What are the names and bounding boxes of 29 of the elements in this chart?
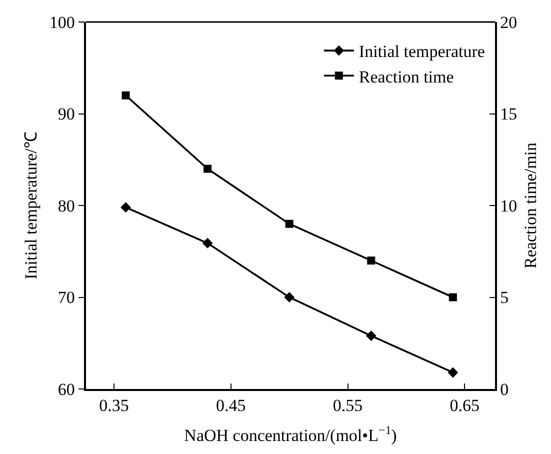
y2-tick-label: 15 [500, 104, 518, 124]
point [122, 91, 130, 100]
y2-tick-label: 5 [500, 288, 509, 308]
point [202, 238, 213, 248]
x-tick-label: 0.65 [450, 396, 480, 416]
y-tick-label: 80 [58, 196, 75, 216]
y-tick-label: 100 [49, 12, 75, 32]
y-tick-label: 60 [58, 380, 75, 399]
y2-tick-label: 20 [500, 12, 518, 32]
point [285, 220, 294, 228]
legend-label: Reaction time [358, 67, 454, 86]
y-tick-label: 70 [58, 288, 75, 308]
point [120, 202, 131, 213]
point [448, 367, 458, 378]
point [204, 164, 212, 173]
x-tick-label: 0.35 [99, 396, 129, 416]
point [448, 293, 457, 302]
x-tick-label: 0.55 [332, 396, 363, 416]
point [284, 292, 295, 302]
point [367, 256, 376, 265]
y2-tick-label: 0 [500, 380, 509, 399]
y-axis-title: Initial temperature/℃ [21, 132, 40, 280]
x-tick-label: 0.45 [216, 396, 246, 416]
point [366, 330, 376, 341]
x-axis-title: NaOH concentration/(mol•L$^{−1}$) [184, 422, 397, 446]
y2-axis-title: Reaction time/min [521, 142, 540, 269]
y-tick-label: 90 [58, 104, 75, 124]
y2-tick-label: 10 [500, 196, 518, 216]
legend-label: Initial temperature [358, 42, 485, 62]
